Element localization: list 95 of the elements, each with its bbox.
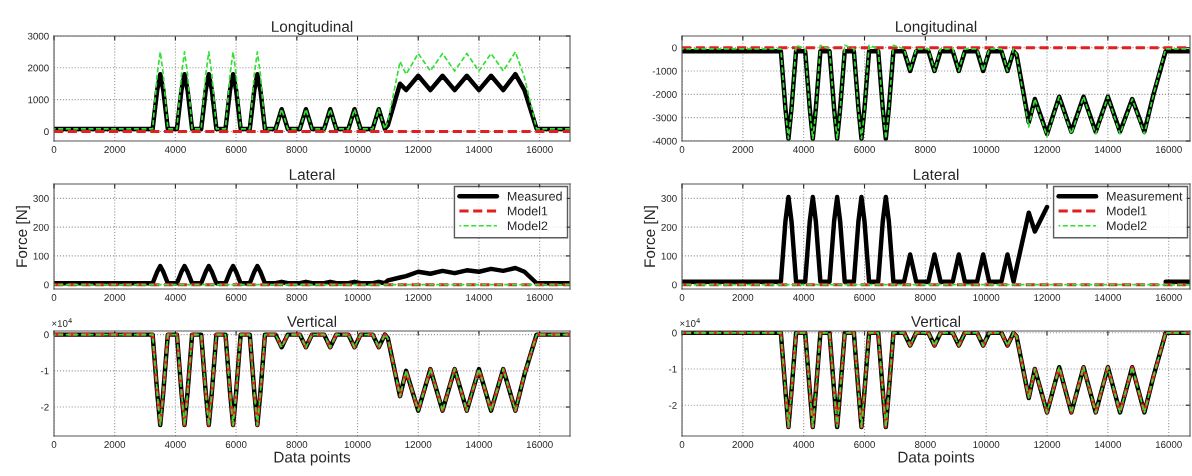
chart-title: Lateral (913, 168, 959, 180)
y-tick-label: 100 (33, 252, 49, 260)
x-tick-label: 12000 (1034, 294, 1061, 301)
x-tick-label: 14000 (1095, 441, 1122, 448)
y-tick-label: -1 (668, 365, 677, 373)
x-tick-label: 10000 (973, 146, 1000, 153)
y-tick-label: 200 (33, 223, 49, 231)
legend-label: Measurement (1107, 191, 1183, 201)
x-tick-label: 16000 (526, 146, 553, 153)
x-tick-label: 14000 (1095, 146, 1122, 153)
x-tick-label: 4000 (164, 294, 186, 301)
text: ×10$^{4}$ (680, 318, 700, 327)
y-tick-label: 2000 (28, 64, 49, 72)
x-tick-label: 6000 (225, 441, 247, 448)
y-tick-label: 200 (661, 223, 677, 231)
x-tick-label: 0 (679, 146, 685, 153)
y-tick-label: 300 (33, 195, 49, 202)
x-tick-label: 16000 (526, 441, 553, 448)
y-tick-label: 3000 (27, 32, 49, 40)
x-tick-label: 10000 (973, 294, 1000, 301)
x-tick-label: 14000 (1095, 294, 1122, 301)
legend-label: Measured (507, 191, 562, 201)
y-tick-label: 0 (672, 329, 677, 337)
x-tick-label: 4000 (793, 441, 815, 448)
x-tick-label: 10000 (973, 441, 1000, 448)
x-tick-label: 14000 (466, 441, 493, 448)
x-tick-label: 2000 (104, 441, 126, 448)
legend-label: Model2 (1107, 221, 1147, 231)
y-tick-label: -4000 (652, 137, 677, 145)
chart-title: Lateral (289, 168, 335, 180)
x-tick-label: 0 (679, 441, 685, 448)
x-tick-label: 4000 (164, 146, 186, 153)
y-tick-label: -1000 (652, 67, 677, 75)
y-axis-title: Force [N] (643, 206, 659, 267)
x-tick-label: 6000 (854, 441, 875, 448)
x-tick-label: 2000 (104, 294, 126, 301)
x-tick-label: 6000 (854, 294, 875, 301)
y-tick-label: 0 (44, 128, 49, 136)
x-tick-label: 2000 (732, 441, 754, 448)
y-tick-label: -2 (668, 401, 677, 409)
x-tick-label: 16000 (1155, 294, 1182, 301)
legend-label: Model1 (507, 206, 548, 216)
chart-title: Longitudinal (896, 20, 977, 35)
y-tick-label: -1 (40, 367, 49, 375)
legend-label: Model1 (1107, 206, 1147, 216)
x-tick-label: 0 (51, 294, 57, 301)
y-tick-label: 100 (661, 252, 677, 260)
x-tick-label: 16000 (1155, 441, 1182, 448)
x-tick-label: 2000 (732, 294, 754, 301)
x-tick-label: 2000 (732, 146, 754, 153)
x-tick-label: 16000 (1155, 146, 1182, 153)
y-tick-label: -2000 (652, 91, 677, 98)
x-tick-label: 8000 (286, 441, 308, 448)
x-tick-label: 0 (51, 441, 57, 448)
x-tick-label: 8000 (914, 146, 936, 153)
x-tick-label: 8000 (286, 146, 308, 153)
x-tick-label: 8000 (914, 294, 936, 301)
x-tick-label: 10000 (344, 441, 371, 448)
x-tick-label: 10000 (344, 146, 371, 153)
x-tick-label: 14000 (466, 294, 493, 301)
y-tick-label: 0 (44, 331, 49, 339)
x-tick-label: 4000 (793, 146, 815, 153)
x-tick-label: 16000 (526, 294, 553, 301)
x-tick-label: 2000 (104, 146, 126, 153)
y-tick-label: 1000 (28, 96, 49, 104)
x-tick-label: 4000 (793, 294, 815, 301)
x-axis-title: Data points (898, 451, 975, 466)
y-tick-label: 0 (672, 44, 677, 52)
x-axis-title: Data points (274, 451, 351, 466)
y-tick-label: -3000 (652, 114, 677, 122)
x-tick-label: 10000 (344, 294, 371, 301)
text: ×10$^{4}$ (52, 318, 72, 327)
x-tick-label: 14000 (466, 146, 493, 153)
x-tick-label: 4000 (164, 441, 186, 448)
chart-title: Longitudinal (272, 20, 353, 35)
x-tick-label: 12000 (405, 294, 432, 301)
legend-label: Model2 (507, 221, 548, 231)
x-tick-label: 8000 (914, 441, 936, 448)
x-tick-label: 6000 (225, 146, 247, 153)
x-tick-label: 12000 (1034, 146, 1061, 153)
x-tick-label: 12000 (405, 441, 432, 448)
x-tick-label: 12000 (1034, 441, 1061, 448)
x-tick-label: 0 (51, 146, 57, 153)
y-tick-label: 0 (44, 281, 49, 289)
x-tick-label: 12000 (405, 146, 432, 153)
y-tick-label: 300 (661, 195, 677, 202)
y-tick-label: 0 (672, 281, 677, 289)
x-tick-label: 6000 (225, 294, 247, 301)
chart-title: Vertical (287, 315, 337, 327)
chart-title: Vertical (911, 315, 961, 327)
x-tick-label: 0 (679, 294, 685, 301)
y-axis-title: Force [N] (15, 206, 31, 267)
x-tick-label: 6000 (854, 146, 875, 153)
y-tick-label: -2 (40, 403, 49, 411)
x-tick-label: 8000 (286, 294, 308, 301)
